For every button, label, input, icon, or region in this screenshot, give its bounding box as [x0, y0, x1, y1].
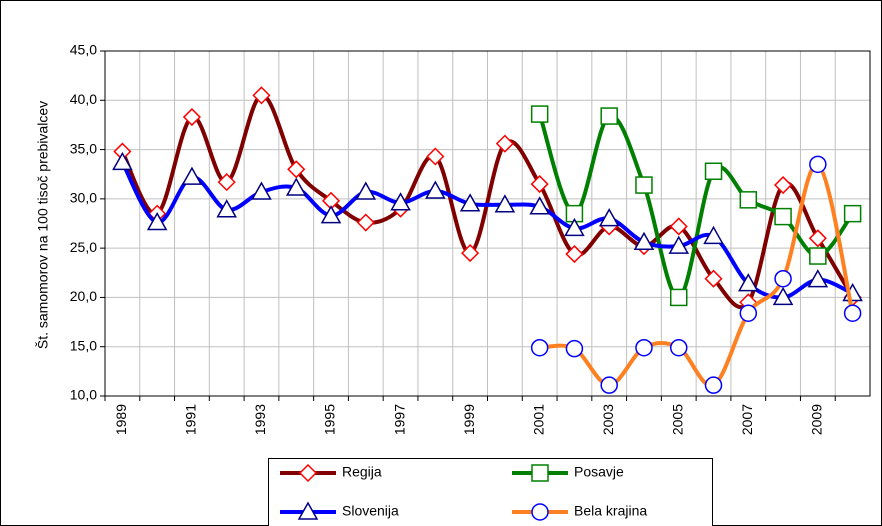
point-marker — [355, 181, 377, 200]
point-marker — [285, 177, 307, 196]
point-marker — [425, 180, 446, 199]
point-marker — [843, 204, 862, 223]
point-marker — [320, 205, 342, 224]
point-marker — [635, 176, 653, 194]
point-marker — [251, 181, 272, 200]
x-tick-label: 2001 — [530, 404, 546, 435]
point-marker — [772, 286, 794, 306]
point-marker — [216, 199, 237, 218]
point-marker — [808, 229, 827, 248]
legend-label: Posavje — [574, 464, 624, 480]
x-tick-label: 1989 — [113, 404, 129, 435]
point-marker — [703, 225, 724, 245]
point-marker — [809, 247, 827, 265]
point-marker — [530, 175, 549, 194]
point-marker — [565, 339, 584, 358]
point-marker — [774, 269, 792, 288]
point-marker — [739, 191, 758, 209]
legend-marker — [531, 464, 549, 482]
point-marker — [390, 192, 411, 211]
point-marker — [774, 207, 792, 226]
point-marker — [461, 244, 480, 263]
point-marker — [809, 155, 827, 174]
point-marker — [146, 211, 168, 231]
series-line — [120, 93, 855, 310]
point-marker — [598, 208, 620, 227]
point-marker — [565, 244, 584, 264]
y-tick-label: 20,0 — [70, 288, 97, 304]
point-marker — [807, 269, 829, 288]
y-tick-label: 35,0 — [70, 140, 97, 156]
series-line — [120, 161, 854, 300]
point-marker — [635, 338, 653, 357]
point-marker — [356, 213, 375, 232]
legend-label: Slovenija — [342, 503, 399, 519]
point-marker — [112, 151, 133, 171]
legend-label: Bela krajina — [574, 503, 647, 519]
point-marker — [704, 376, 723, 394]
x-tick-label: 1991 — [183, 404, 199, 435]
x-tick-label: 1993 — [252, 404, 268, 435]
y-tick-label: 15,0 — [70, 337, 97, 353]
point-marker — [181, 166, 203, 185]
point-marker — [704, 162, 723, 181]
point-marker — [494, 194, 516, 213]
point-marker — [182, 107, 201, 127]
point-marker — [633, 231, 655, 250]
y-tick-label: 30,0 — [70, 190, 97, 206]
y-tick-label: 25,0 — [70, 239, 97, 255]
point-marker — [670, 288, 688, 307]
x-tick-label: 1997 — [391, 404, 407, 435]
point-marker — [600, 376, 618, 394]
point-marker — [459, 193, 481, 212]
x-tick-label: 2003 — [600, 404, 616, 435]
y-tick-label: 40,0 — [70, 91, 97, 107]
point-marker — [843, 304, 862, 322]
point-marker — [668, 235, 690, 254]
x-tick-label: 2007 — [739, 404, 755, 435]
y-tick-label: 45,0 — [70, 42, 97, 58]
point-marker — [287, 160, 306, 179]
point-marker — [495, 134, 514, 153]
point-marker — [774, 175, 793, 195]
legend — [268, 458, 713, 526]
x-tick-label: 2005 — [669, 404, 685, 435]
point-marker — [530, 105, 549, 123]
y-axis-title: Št. samomorov na 100 tisoč prebivalcev — [35, 101, 51, 349]
point-marker — [739, 304, 758, 322]
point-marker — [252, 86, 271, 105]
point-marker — [530, 338, 549, 357]
point-marker — [738, 273, 759, 292]
x-tick-label: 1995 — [322, 404, 338, 435]
point-marker — [600, 107, 618, 125]
point-marker — [564, 217, 585, 237]
point-marker — [426, 147, 445, 166]
x-tick-label: 1999 — [461, 404, 477, 435]
legend-marker — [297, 501, 319, 520]
legend-marker — [298, 463, 318, 483]
point-marker — [529, 196, 550, 215]
point-marker — [704, 269, 723, 288]
y-tick-label: 10,0 — [70, 387, 97, 403]
x-tick-label: 2009 — [809, 404, 825, 435]
legend-label: Regija — [342, 464, 382, 480]
point-marker — [670, 338, 688, 357]
point-marker — [217, 173, 236, 192]
point-marker — [669, 217, 688, 236]
legend-marker — [531, 503, 549, 521]
